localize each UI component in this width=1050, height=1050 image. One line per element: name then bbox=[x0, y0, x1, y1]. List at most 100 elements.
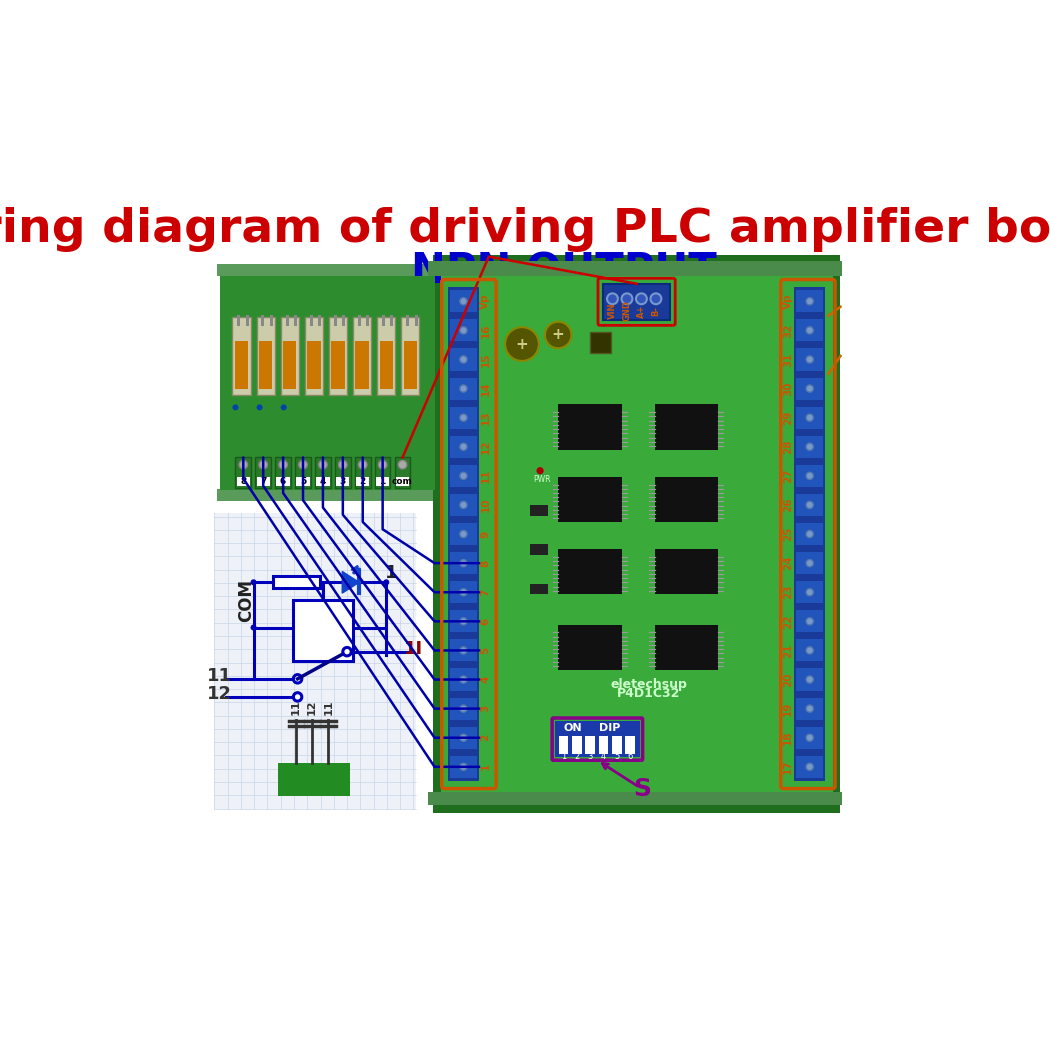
Circle shape bbox=[806, 589, 814, 595]
Bar bbox=[256, 317, 275, 395]
Bar bbox=[391, 315, 394, 326]
Bar bbox=[310, 315, 313, 326]
Circle shape bbox=[460, 414, 467, 421]
Text: 4: 4 bbox=[601, 752, 606, 760]
Text: 1I: 1I bbox=[404, 639, 423, 657]
Bar bbox=[555, 721, 639, 757]
Bar bbox=[797, 406, 823, 428]
Bar bbox=[450, 319, 477, 341]
Bar bbox=[232, 317, 251, 395]
Circle shape bbox=[505, 328, 539, 361]
Bar bbox=[376, 477, 390, 486]
Bar bbox=[530, 505, 548, 516]
Bar bbox=[797, 669, 823, 691]
Text: 7: 7 bbox=[260, 477, 267, 486]
Bar bbox=[797, 552, 823, 574]
Text: GND: GND bbox=[623, 300, 631, 321]
Text: 6: 6 bbox=[480, 617, 490, 625]
Bar bbox=[434, 255, 840, 813]
Bar bbox=[255, 458, 271, 487]
Text: Vp: Vp bbox=[480, 294, 490, 309]
Text: 12: 12 bbox=[207, 685, 232, 702]
Bar bbox=[334, 315, 337, 326]
Circle shape bbox=[806, 530, 814, 538]
Bar bbox=[797, 610, 823, 632]
Bar bbox=[329, 317, 348, 395]
Bar bbox=[246, 315, 249, 326]
Bar bbox=[318, 315, 321, 326]
Bar bbox=[797, 319, 823, 341]
Text: 5: 5 bbox=[300, 477, 307, 486]
Bar bbox=[428, 261, 844, 276]
Text: 2: 2 bbox=[574, 752, 580, 760]
Circle shape bbox=[806, 414, 814, 421]
Bar bbox=[794, 287, 825, 781]
Circle shape bbox=[460, 647, 467, 654]
Text: Wiring diagram of driving PLC amplifier board: Wiring diagram of driving PLC amplifier … bbox=[0, 207, 1050, 252]
Text: DIP: DIP bbox=[598, 723, 621, 733]
Bar bbox=[375, 458, 391, 487]
Bar bbox=[296, 477, 310, 486]
Text: B-: B- bbox=[651, 306, 660, 316]
Circle shape bbox=[806, 356, 814, 363]
Bar bbox=[270, 315, 273, 326]
Bar bbox=[401, 317, 419, 395]
Bar bbox=[395, 458, 411, 487]
Circle shape bbox=[460, 443, 467, 450]
Bar bbox=[450, 552, 477, 574]
Circle shape bbox=[806, 734, 814, 741]
Text: 32: 32 bbox=[783, 323, 793, 338]
Bar bbox=[284, 341, 296, 390]
Circle shape bbox=[232, 404, 238, 411]
Bar bbox=[797, 436, 823, 458]
Bar bbox=[259, 341, 272, 390]
Text: 9: 9 bbox=[480, 530, 490, 538]
Text: 4: 4 bbox=[480, 676, 490, 684]
Circle shape bbox=[460, 617, 467, 625]
Text: 28: 28 bbox=[783, 440, 793, 454]
Bar bbox=[335, 458, 351, 487]
Text: PWR: PWR bbox=[533, 475, 550, 484]
Circle shape bbox=[460, 385, 467, 393]
Circle shape bbox=[299, 461, 308, 469]
Circle shape bbox=[537, 467, 544, 475]
Bar bbox=[450, 406, 477, 428]
Bar bbox=[342, 315, 345, 326]
Circle shape bbox=[636, 293, 647, 304]
Bar bbox=[797, 290, 823, 312]
Bar bbox=[404, 341, 417, 390]
Bar bbox=[236, 477, 250, 486]
Bar bbox=[308, 341, 320, 390]
Text: 24: 24 bbox=[783, 555, 793, 570]
Text: 26: 26 bbox=[783, 498, 793, 512]
Text: 12: 12 bbox=[480, 440, 490, 454]
Text: A+: A+ bbox=[637, 304, 646, 317]
Circle shape bbox=[622, 293, 632, 304]
Bar bbox=[450, 582, 477, 604]
Circle shape bbox=[460, 501, 467, 508]
Bar bbox=[396, 477, 410, 486]
Bar bbox=[559, 625, 622, 670]
Circle shape bbox=[806, 763, 814, 771]
Bar bbox=[450, 727, 477, 749]
Text: 11: 11 bbox=[291, 699, 300, 715]
Text: 27: 27 bbox=[783, 468, 793, 483]
Bar bbox=[217, 265, 438, 276]
Bar bbox=[572, 735, 582, 754]
Circle shape bbox=[319, 461, 328, 469]
Bar bbox=[450, 436, 477, 458]
Circle shape bbox=[358, 461, 366, 469]
Circle shape bbox=[806, 385, 814, 393]
Text: +: + bbox=[516, 337, 528, 352]
Text: 29: 29 bbox=[783, 411, 793, 425]
Text: 3: 3 bbox=[340, 477, 345, 486]
Circle shape bbox=[806, 501, 814, 508]
Text: 3: 3 bbox=[480, 705, 490, 712]
Bar bbox=[336, 477, 350, 486]
Circle shape bbox=[383, 580, 390, 585]
Bar bbox=[797, 378, 823, 400]
Bar bbox=[235, 341, 248, 390]
Text: 3: 3 bbox=[587, 752, 593, 760]
Text: 11: 11 bbox=[323, 699, 333, 715]
Text: 16: 16 bbox=[480, 323, 490, 338]
